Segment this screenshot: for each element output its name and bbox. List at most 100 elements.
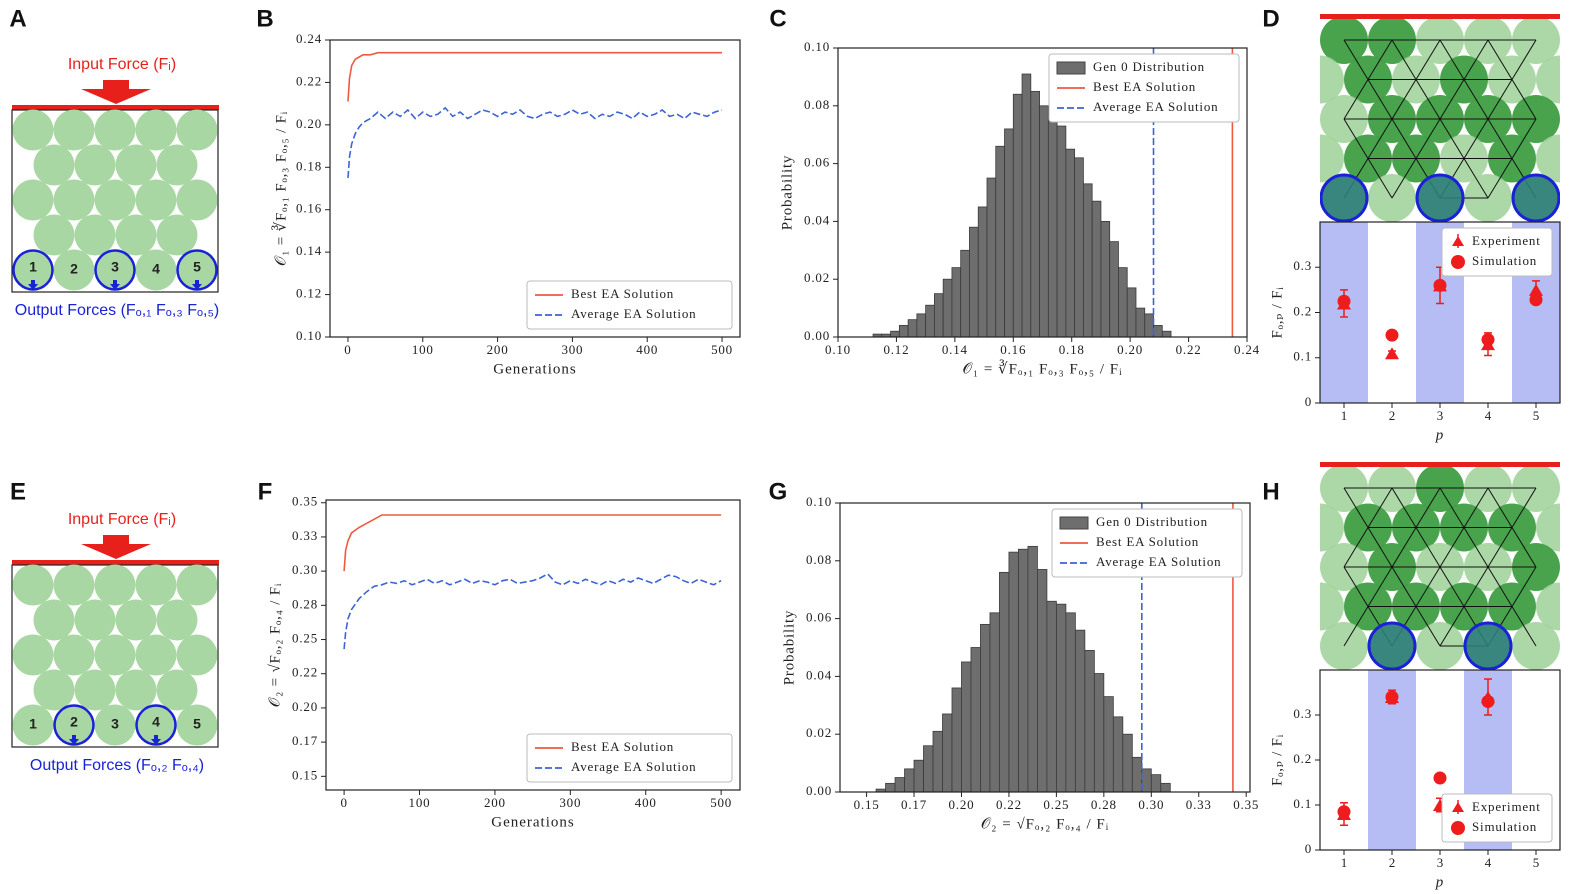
bead <box>156 214 198 256</box>
data-point <box>1385 328 1399 342</box>
x-tick-label: 5 <box>1533 408 1540 423</box>
x-tick-label: 400 <box>635 795 657 810</box>
lattice-line <box>1343 566 1369 607</box>
y-axis-label: 𝒪₁ = ∛Fₒ,₁ Fₒ,₃ Fₒ,₅ / Fᵢ <box>271 111 289 266</box>
bead <box>1320 134 1344 183</box>
y-tick-label: 0.2 <box>1293 303 1312 318</box>
legend-label: Best EA Solution <box>571 286 674 301</box>
histogram-bar <box>1012 93 1023 338</box>
legend-label: Best EA Solution <box>1093 79 1196 94</box>
histogram-bar <box>934 293 944 338</box>
plot-frame <box>329 39 741 338</box>
y-axis-label: Fₒ,ₚ / Fᵢ <box>1269 734 1285 786</box>
bead <box>135 179 177 221</box>
y-tick-label: 0.02 <box>806 725 832 740</box>
lattice-line <box>1367 487 1393 528</box>
histogram-bar <box>969 226 979 338</box>
histogram-bar <box>1037 569 1048 793</box>
lattice-line <box>1463 118 1489 159</box>
histogram-bar <box>1161 330 1172 338</box>
lattice-line <box>1367 118 1393 159</box>
histogram-bar <box>894 777 905 793</box>
panel-label: H <box>1262 478 1279 505</box>
y-tick-label: 0.14 <box>296 243 322 258</box>
lattice-line <box>1367 527 1393 568</box>
bead-label: 3 <box>111 716 119 732</box>
data-point <box>1385 347 1399 360</box>
bead <box>135 634 177 676</box>
x-axis-label: 𝒪₂ = √Fₒ,₂ Fₒ,₄ / Fᵢ <box>981 816 1109 832</box>
bead <box>1536 503 1560 552</box>
bead <box>12 179 54 221</box>
y-tick-label: 0.35 <box>292 494 318 509</box>
histogram-bar <box>907 319 918 338</box>
legend-label: Simulation <box>1472 253 1537 268</box>
input-plate <box>12 560 219 565</box>
y-tick-label: 0.2 <box>1293 751 1312 766</box>
plot-frame <box>839 502 1251 793</box>
histogram-bar <box>980 623 991 793</box>
y-axis-label: Fₒ,ₚ / Fᵢ <box>1269 286 1285 338</box>
histogram-bar <box>885 782 896 793</box>
legend-label: Best EA Solution <box>1096 534 1199 549</box>
bead <box>53 564 95 606</box>
x-tick-label: 200 <box>487 342 509 357</box>
x-axis-label: p <box>1435 874 1445 890</box>
bead <box>156 669 198 711</box>
x-tick-label: 2 <box>1389 855 1396 870</box>
series-line <box>347 51 722 102</box>
y-tick-label: 0.15 <box>292 767 318 782</box>
input-plate <box>12 105 219 110</box>
histogram-bar <box>1091 200 1102 338</box>
lattice-line <box>1511 566 1537 607</box>
histogram-bar <box>951 267 962 338</box>
histogram-bar <box>1065 148 1076 338</box>
lattice-line <box>1367 79 1393 120</box>
bead <box>74 144 116 186</box>
bead <box>156 599 198 641</box>
bead-label: 5 <box>193 259 201 275</box>
y-tick-label: 0.04 <box>806 667 832 682</box>
input-label: Input Force (Fᵢ) <box>68 511 176 528</box>
bead <box>33 669 75 711</box>
lattice-line <box>1391 118 1417 159</box>
panel-label: C <box>769 5 786 32</box>
data-point <box>1529 283 1543 296</box>
lattice-line <box>1439 527 1465 568</box>
y-tick-label: 0.10 <box>804 39 830 54</box>
legend-label: Experiment <box>1472 233 1541 248</box>
output-bead <box>1511 173 1560 222</box>
histogram-bar <box>1112 716 1124 793</box>
histogram-bar <box>1135 307 1146 338</box>
input-plate <box>1320 462 1560 467</box>
lattice-line <box>1487 79 1513 120</box>
x-tick-label: 1 <box>1341 408 1348 423</box>
bead-image <box>1320 462 1560 670</box>
lattice-line <box>1487 566 1513 607</box>
bead-label: 1 <box>29 716 37 732</box>
bead-label: 2 <box>70 714 78 730</box>
series-line <box>347 106 723 178</box>
x-tick-label: 100 <box>409 795 431 810</box>
lattice-line <box>1367 566 1393 607</box>
data-point <box>1529 293 1543 307</box>
bead-label: 3 <box>111 259 119 275</box>
lattice-line <box>1415 118 1441 159</box>
histogram-bar <box>1093 673 1105 793</box>
x-tick-label: 0.10 <box>825 342 851 357</box>
histogram-bar <box>1150 774 1162 793</box>
bead <box>33 214 75 256</box>
panel-label: G <box>769 478 788 505</box>
histogram-bar <box>904 768 915 793</box>
y-tick-label: 0.22 <box>292 665 318 680</box>
bead-label: 4 <box>152 261 160 277</box>
lattice-line <box>1391 79 1417 120</box>
bead <box>94 179 136 221</box>
x-tick-label: 0.15 <box>854 797 880 812</box>
legend-box <box>1441 227 1553 277</box>
lattice-line <box>1511 39 1537 80</box>
lattice-line <box>1343 39 1369 80</box>
bead-image <box>1320 14 1560 222</box>
output-label: Output Forces (Fₒ,₂ Fₒ,₄) <box>30 757 204 774</box>
output-bead <box>1415 173 1465 222</box>
